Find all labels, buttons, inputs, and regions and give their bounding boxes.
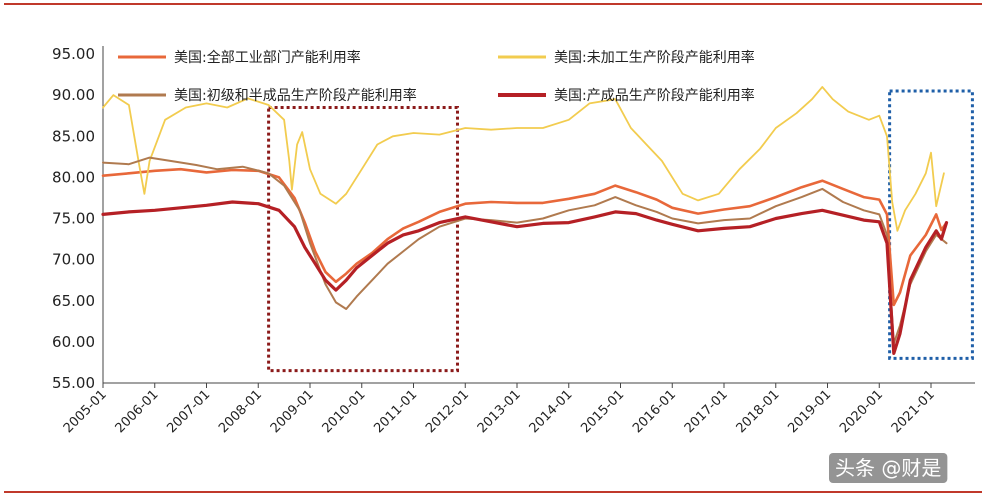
x-tick-label: 2006-01: [113, 387, 162, 436]
legend-label-4: 美国:产成品生产阶段产能利用率: [554, 87, 755, 104]
x-tick-label: 2015-01: [578, 387, 627, 436]
x-tick-label: 2009-01: [268, 387, 317, 436]
y-tick-label: 85.00: [52, 127, 95, 145]
y-axis: 95.00 90.00 85.00 80.00 75.00 70.00 65.00 60.00…: [52, 45, 104, 392]
x-axis: 2005-01 2006-01 2007-01 2008-01 2009-01 2010-…: [61, 382, 975, 436]
y-tick-label: 80.00: [52, 168, 95, 186]
legend-label-2: 美国:未加工生产阶段产能利用率: [554, 49, 755, 66]
legend-label-1: 美国:全部工业部门产能利用率: [174, 49, 361, 66]
x-tick-label: 2017-01: [682, 387, 731, 436]
x-tick-label: 2005-01: [61, 387, 110, 436]
x-tick-label: 2020-01: [837, 387, 886, 436]
x-tick-label: 2013-01: [475, 387, 524, 436]
y-tick-label: 90.00: [52, 86, 95, 104]
highlight-boxes: [267, 89, 974, 373]
y-tick-label: 65.00: [52, 292, 95, 310]
x-tick-label: 2011-01: [371, 387, 420, 436]
watermark-backdrop: [829, 453, 948, 483]
y-tick-label: 95.00: [52, 45, 95, 63]
highlight-box-1: [267, 105, 459, 373]
y-tick-label: 70.00: [52, 251, 95, 269]
series-line-4: [101, 200, 949, 355]
legend: 美国:全部工业部门产能利用率 美国:未加工生产阶段产能利用率美国:初级和半成品生产…: [118, 49, 755, 104]
x-tick-label: 2008-01: [216, 387, 265, 436]
series-line-1: [101, 167, 948, 307]
x-tick-label: 2021-01: [889, 387, 938, 436]
series-line-2: [102, 86, 945, 232]
series-line-3: [102, 156, 948, 345]
y-tick-label: 60.00: [52, 333, 95, 351]
y-tick-label: 75.00: [52, 210, 95, 228]
x-tick-label: 2010-01: [320, 387, 369, 436]
x-tick-label: 2019-01: [785, 387, 834, 436]
x-tick-label: 2007-01: [164, 387, 213, 436]
watermark: 头条 @财是: [835, 456, 941, 480]
highlight-box-2: [888, 89, 974, 360]
series-lines: [101, 86, 949, 355]
x-tick-label: 2014-01: [527, 387, 576, 436]
x-tick-label: 2016-01: [630, 387, 679, 436]
x-tick-label: 2012-01: [423, 387, 472, 436]
y-tick-label: 55.00: [52, 374, 95, 392]
x-tick-label: 2018-01: [734, 387, 783, 436]
legend-label-3: 美国:初级和半成品生产阶段产能利用率: [174, 87, 417, 104]
